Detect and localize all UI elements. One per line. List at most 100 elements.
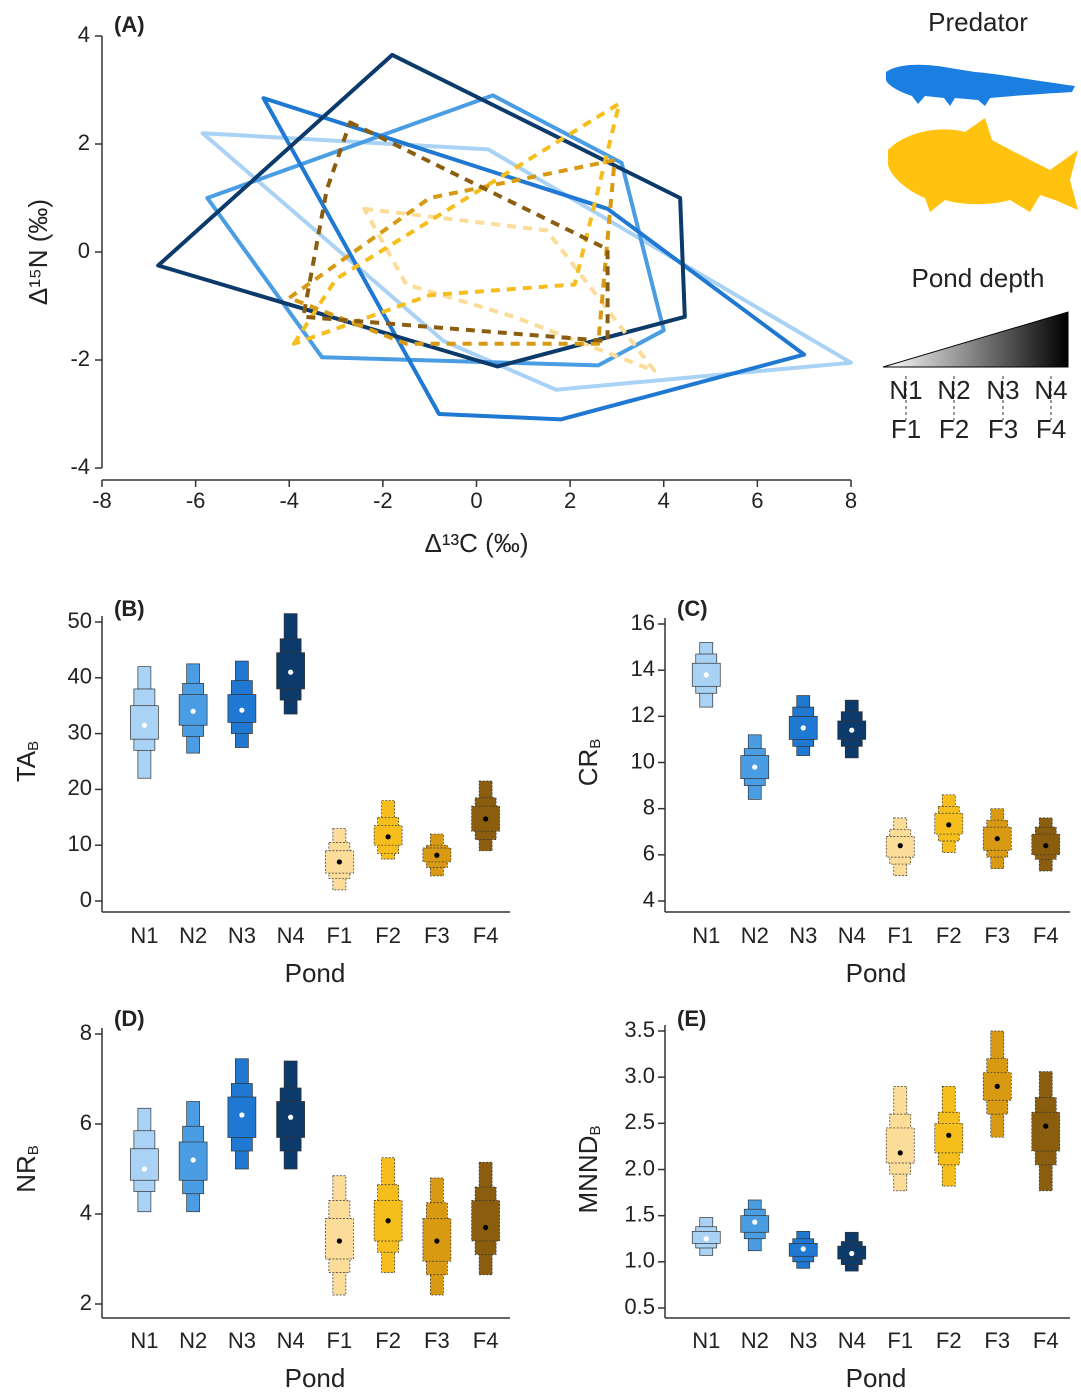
x-tick-label: F1 bbox=[887, 1328, 913, 1353]
mode-point bbox=[1043, 1123, 1049, 1129]
x-tick-label: F2 bbox=[375, 1328, 401, 1353]
y-tick-label: 4 bbox=[78, 22, 90, 47]
y-tick-label: 40 bbox=[68, 664, 92, 689]
hull bbox=[200, 131, 853, 392]
x-tick-label: 4 bbox=[658, 488, 670, 513]
y-tick-label: 1.0 bbox=[624, 1248, 655, 1273]
y-tick-label: 12 bbox=[631, 702, 655, 727]
mode-point bbox=[703, 672, 709, 678]
x-tick-label: N2 bbox=[741, 1328, 769, 1353]
y-tick-label: 14 bbox=[631, 656, 655, 681]
x-tick-label: N3 bbox=[228, 923, 256, 948]
depth-label: F4 bbox=[1036, 414, 1066, 444]
mode-point bbox=[897, 843, 903, 849]
y-tick-label: 2.0 bbox=[624, 1155, 655, 1180]
interval-box bbox=[934, 1122, 964, 1154]
mode-point bbox=[946, 822, 952, 828]
x-tick-label: F1 bbox=[327, 1328, 353, 1353]
x-tick-label: F3 bbox=[424, 1328, 450, 1353]
mode-point bbox=[994, 1083, 1000, 1089]
panel-letter: (B) bbox=[114, 596, 145, 621]
y-tick-label: 10 bbox=[68, 831, 92, 856]
y-tick-label: 8 bbox=[80, 1020, 92, 1045]
panel-letter: (E) bbox=[677, 1006, 706, 1031]
x-tick-label: F1 bbox=[887, 923, 913, 948]
x-tick-label: N1 bbox=[130, 923, 158, 948]
panel-letter: (C) bbox=[677, 596, 708, 621]
y-axis-label-main: NR bbox=[11, 1155, 41, 1193]
x-axis-label: Pond bbox=[285, 1363, 346, 1393]
x-tick-label: F4 bbox=[1033, 923, 1059, 948]
depth-label: N4 bbox=[1034, 375, 1067, 405]
y-tick-label: 2 bbox=[78, 130, 90, 155]
mode-point bbox=[434, 852, 440, 858]
y-tick-label: -4 bbox=[70, 454, 90, 479]
y-axis-label: NRB bbox=[11, 1145, 42, 1193]
interval-box bbox=[130, 705, 159, 740]
mode-point bbox=[141, 1166, 147, 1172]
y-tick-label: 16 bbox=[631, 610, 655, 635]
y-tick-label: -2 bbox=[70, 346, 90, 371]
hull bbox=[205, 93, 666, 368]
y-axis-label: TAB bbox=[11, 741, 42, 782]
x-tick-label: F4 bbox=[473, 1328, 499, 1353]
x-tick-label: F3 bbox=[984, 1328, 1010, 1353]
x-tick-label: N3 bbox=[228, 1328, 256, 1353]
mode-point bbox=[483, 816, 489, 822]
interval-box bbox=[422, 1218, 452, 1262]
y-tick-label: 3.5 bbox=[624, 1017, 655, 1042]
x-tick-label: 8 bbox=[845, 488, 857, 513]
interval-box bbox=[227, 694, 257, 723]
x-tick-label: F3 bbox=[424, 923, 450, 948]
mode-point bbox=[703, 1236, 709, 1242]
y-tick-label: 3.0 bbox=[624, 1063, 655, 1088]
fish-icon bbox=[888, 118, 1078, 212]
x-axis-label: Pond bbox=[846, 958, 907, 988]
y-tick-label: 20 bbox=[68, 775, 92, 800]
interval-box bbox=[982, 1072, 1012, 1101]
mode-point bbox=[752, 1219, 758, 1225]
y-axis-label-sub: B bbox=[587, 1125, 604, 1135]
x-tick-label: N4 bbox=[277, 923, 305, 948]
hull bbox=[156, 52, 687, 369]
mode-point bbox=[190, 1157, 196, 1163]
y-tick-label: 0.5 bbox=[624, 1294, 655, 1319]
y-axis-label-main: MNND bbox=[573, 1136, 603, 1214]
y-tick-label: 6 bbox=[80, 1110, 92, 1135]
y-tick-label: 30 bbox=[68, 719, 92, 744]
depth-label: N3 bbox=[986, 375, 1019, 405]
x-tick-label: F2 bbox=[375, 923, 401, 948]
x-tick-label: 0 bbox=[470, 488, 482, 513]
x-tick-label: N1 bbox=[130, 1328, 158, 1353]
y-tick-label: 50 bbox=[68, 608, 92, 633]
y-axis-label-sub: B bbox=[25, 741, 42, 751]
y-tick-label: 1.5 bbox=[624, 1201, 655, 1226]
mode-point bbox=[288, 669, 294, 675]
mode-point bbox=[752, 764, 758, 770]
y-tick-label: 2.5 bbox=[624, 1109, 655, 1134]
x-axis-label: Pond bbox=[285, 958, 346, 988]
panel-letter: (A) bbox=[114, 12, 145, 37]
mode-point bbox=[385, 834, 391, 840]
y-tick-label: 10 bbox=[631, 748, 655, 773]
interval-box bbox=[130, 1148, 159, 1181]
mode-point bbox=[385, 1218, 391, 1224]
x-tick-label: F3 bbox=[984, 923, 1010, 948]
y-tick-label: 8 bbox=[643, 794, 655, 819]
mode-point bbox=[994, 836, 1000, 842]
x-tick-label: F4 bbox=[1033, 1328, 1059, 1353]
x-tick-label: F2 bbox=[936, 1328, 962, 1353]
x-tick-label: N1 bbox=[692, 923, 720, 948]
mode-point bbox=[141, 722, 147, 728]
x-tick-label: N2 bbox=[179, 1328, 207, 1353]
mode-point bbox=[434, 1238, 440, 1244]
hull bbox=[291, 101, 622, 346]
y-tick-label: 6 bbox=[643, 841, 655, 866]
mode-point bbox=[897, 1150, 903, 1156]
hull bbox=[301, 120, 610, 344]
depth-label: N1 bbox=[889, 375, 922, 405]
salamander-icon bbox=[886, 64, 1075, 106]
x-tick-label: N1 bbox=[692, 1328, 720, 1353]
y-tick-label: 0 bbox=[80, 887, 92, 912]
y-tick-label: 4 bbox=[643, 887, 655, 912]
